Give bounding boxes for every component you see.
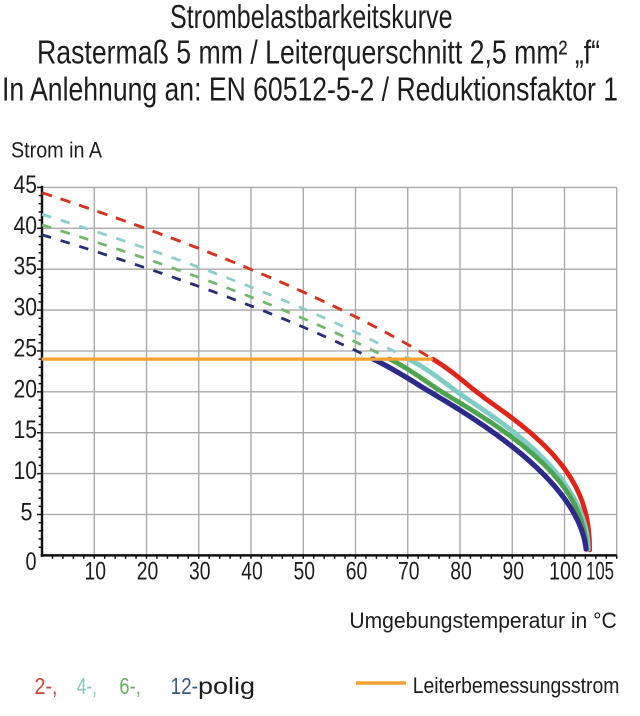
- svg-text:Strombelastbarkeitskurve: Strombelastbarkeitskurve: [170, 0, 453, 35]
- svg-text:30: 30: [189, 558, 211, 586]
- svg-text:90: 90: [502, 558, 524, 586]
- svg-text:Strom in A: Strom in A: [11, 138, 102, 163]
- svg-text:Umgebungstemperatur in °C: Umgebungstemperatur in °C: [349, 608, 616, 633]
- svg-text:2-,: 2-,: [35, 673, 58, 699]
- svg-text:6-,: 6-,: [119, 673, 140, 699]
- svg-text:10: 10: [14, 457, 38, 485]
- svg-text:30: 30: [14, 294, 38, 322]
- svg-text:70: 70: [398, 558, 420, 586]
- svg-text:In Anlehnung an: EN 60512-5-2: In Anlehnung an: EN 60512-5-2 / Reduktio…: [2, 71, 618, 108]
- svg-text:4-,: 4-,: [77, 673, 97, 699]
- svg-text:45: 45: [14, 171, 38, 199]
- svg-text:Leiterbemessungsstrom: Leiterbemessungsstrom: [413, 673, 620, 698]
- svg-text:12-: 12-: [171, 673, 199, 699]
- svg-text:80: 80: [450, 558, 472, 586]
- svg-text:20: 20: [137, 558, 159, 586]
- svg-text:polig: polig: [198, 673, 255, 699]
- svg-text:50: 50: [293, 558, 315, 586]
- svg-text:35: 35: [14, 253, 38, 281]
- svg-text:105: 105: [586, 558, 614, 586]
- svg-text:40: 40: [241, 558, 263, 586]
- svg-text:60: 60: [346, 558, 368, 586]
- svg-text:25: 25: [14, 335, 38, 363]
- svg-text:Rastermaß 5 mm / Leiterquersch: Rastermaß 5 mm / Leiterquerschnitt 2,5 m…: [37, 34, 600, 71]
- svg-text:20: 20: [14, 375, 38, 403]
- svg-text:40: 40: [14, 212, 38, 240]
- svg-text:15: 15: [14, 416, 38, 444]
- svg-text:100: 100: [549, 558, 582, 586]
- svg-text:0: 0: [26, 548, 37, 576]
- svg-text:10: 10: [84, 558, 106, 586]
- svg-text:5: 5: [21, 498, 33, 526]
